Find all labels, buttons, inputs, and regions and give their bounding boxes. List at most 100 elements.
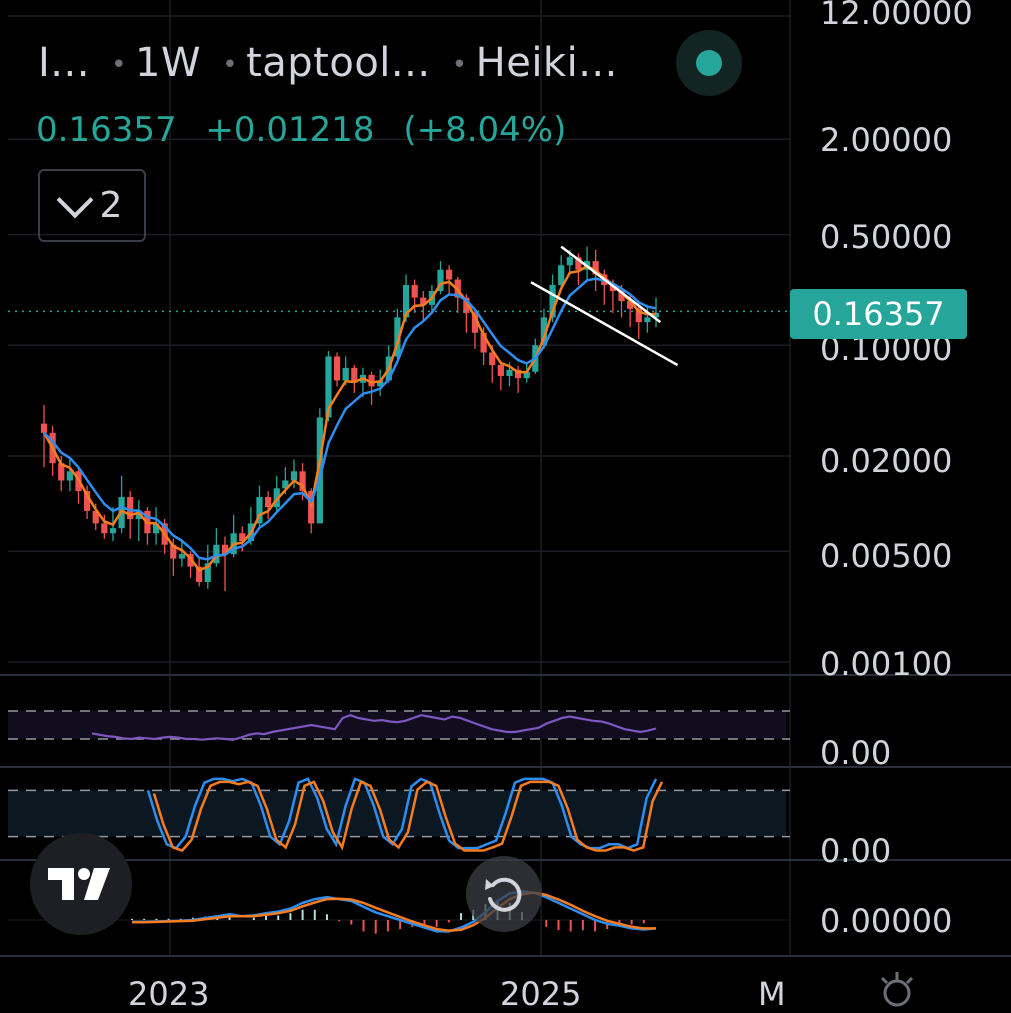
indicator-band bbox=[8, 790, 786, 837]
candle-body bbox=[239, 533, 246, 542]
indicator-lines bbox=[91, 714, 664, 934]
candle-body bbox=[66, 471, 73, 481]
reset-chart-icon[interactable] bbox=[466, 856, 542, 932]
candle-body bbox=[437, 269, 444, 292]
separator-dot: • bbox=[451, 50, 468, 80]
candle-body bbox=[299, 471, 306, 492]
candle-body bbox=[377, 380, 384, 387]
candle-body bbox=[325, 356, 332, 418]
candle-body bbox=[592, 261, 599, 275]
indicators-collapse-button[interactable]: 2 bbox=[38, 169, 146, 242]
candle-body bbox=[316, 417, 323, 524]
macd-y-tick: 0.00000 bbox=[820, 902, 953, 940]
indicator-band bbox=[8, 711, 786, 739]
candle-body bbox=[575, 257, 582, 270]
candle-body bbox=[40, 423, 48, 433]
indicator-panes bbox=[8, 710, 790, 921]
candle-body bbox=[558, 265, 565, 286]
candle-body bbox=[152, 523, 160, 534]
last-price-tag: 0.16357 bbox=[790, 289, 967, 339]
candle-body bbox=[471, 312, 479, 333]
x-tick-label: 2023 bbox=[128, 975, 210, 1013]
trendlines[interactable] bbox=[530, 245, 679, 367]
candle-body bbox=[514, 369, 522, 379]
candle-body bbox=[178, 554, 186, 559]
candle-body bbox=[480, 332, 487, 353]
candle-body bbox=[411, 285, 418, 298]
candle-body bbox=[282, 480, 289, 489]
stoch-k-line bbox=[146, 777, 658, 850]
y-tick-label: 0.50000 bbox=[820, 218, 953, 256]
candle-body bbox=[135, 510, 142, 519]
candle-body bbox=[394, 317, 401, 357]
candle-body bbox=[127, 497, 134, 519]
quote-line: 0.16357 +0.01218 (+8.04%) bbox=[36, 110, 584, 150]
symbol-name[interactable]: I... bbox=[38, 40, 90, 86]
macd-line bbox=[132, 890, 657, 933]
x-tick-label: 2025 bbox=[500, 975, 582, 1013]
exchange-label: taptool... bbox=[246, 40, 431, 86]
candle-body bbox=[265, 497, 272, 508]
price-change: +0.01218 bbox=[205, 110, 375, 150]
macd-signal-line bbox=[132, 891, 656, 932]
candle-body bbox=[446, 269, 453, 280]
candle-body bbox=[333, 356, 341, 381]
candle-body bbox=[342, 367, 349, 381]
y-tick-label: 0.02000 bbox=[820, 442, 953, 480]
candle-body bbox=[83, 491, 91, 511]
rsi-y-tick: 0.00 bbox=[820, 734, 892, 772]
y-tick-label: 0.00500 bbox=[820, 537, 953, 575]
stoch-d-line bbox=[152, 780, 664, 852]
y-tick-label: 0.00100 bbox=[820, 645, 953, 683]
interval-label[interactable]: 1W bbox=[135, 40, 202, 86]
settings-gear-icon[interactable] bbox=[872, 968, 922, 1008]
candle-body bbox=[540, 317, 548, 346]
candle-body bbox=[204, 563, 211, 583]
separator-dot: • bbox=[222, 50, 239, 80]
stoch-y-tick: 0.00 bbox=[820, 832, 892, 870]
candle-body bbox=[351, 367, 358, 383]
y-tick-label: 2.00000 bbox=[820, 121, 953, 159]
candle-body bbox=[170, 544, 177, 559]
candle-body bbox=[644, 317, 651, 323]
candle-body bbox=[609, 285, 617, 292]
candle-body bbox=[549, 285, 556, 318]
moving-averages bbox=[42, 264, 657, 572]
candle-body bbox=[402, 285, 410, 318]
candle-body bbox=[368, 374, 375, 387]
candle-body bbox=[627, 301, 634, 309]
price-change-percent: (+8.04%) bbox=[403, 110, 567, 150]
candle-body bbox=[566, 257, 573, 266]
upper-trendline bbox=[560, 245, 662, 324]
candle-body bbox=[101, 523, 108, 534]
candle-body bbox=[489, 352, 496, 366]
chevron-down-icon bbox=[56, 181, 93, 218]
candle-body bbox=[273, 488, 280, 508]
live-indicator-icon[interactable] bbox=[676, 30, 742, 96]
ma-slow-line bbox=[43, 277, 657, 561]
candle-body bbox=[635, 308, 642, 323]
chart-style-label[interactable]: Heiki... bbox=[475, 40, 618, 86]
candle-body bbox=[506, 369, 513, 376]
candle-body bbox=[109, 528, 117, 534]
x-tick-label: M bbox=[758, 975, 786, 1013]
lower-trendline bbox=[530, 281, 679, 367]
tradingview-logo-icon[interactable] bbox=[30, 833, 132, 935]
candle-body bbox=[290, 471, 298, 481]
candle-body bbox=[497, 365, 504, 376]
candle-body bbox=[523, 371, 530, 379]
rsi-line bbox=[91, 714, 657, 741]
candle-body bbox=[92, 510, 99, 524]
candle-body bbox=[420, 297, 427, 305]
last-price: 0.16357 bbox=[36, 110, 177, 150]
ma-fast-line bbox=[42, 264, 657, 572]
candle-body bbox=[256, 497, 263, 524]
candle-body bbox=[196, 566, 203, 583]
indicators-count: 2 bbox=[99, 185, 123, 226]
symbol-header[interactable]: I... • 1W • taptool... • Heiki... bbox=[38, 40, 618, 86]
separator-dot: • bbox=[111, 50, 128, 80]
candle-body bbox=[58, 463, 65, 481]
price-candles bbox=[8, 246, 790, 592]
candle-body bbox=[221, 544, 229, 555]
candle-body bbox=[652, 312, 660, 318]
